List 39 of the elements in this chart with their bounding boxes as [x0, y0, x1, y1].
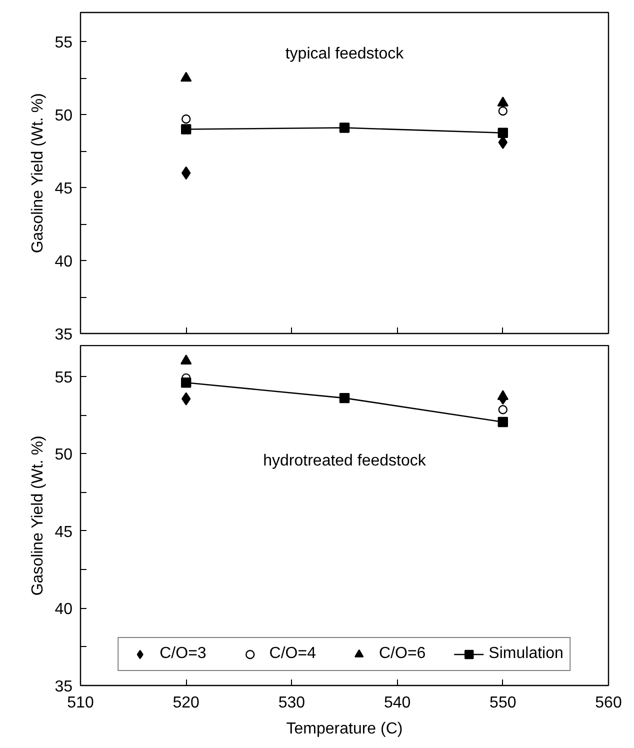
y-tick-label: 45 [54, 180, 73, 198]
x-tick-label: 530 [278, 694, 306, 712]
point [180, 354, 192, 364]
point [498, 416, 508, 428]
point [181, 124, 192, 134]
y-tick-label: 45 [54, 524, 73, 541]
x-tick-label: 550 [490, 694, 516, 712]
y-tick-label: 55 [54, 369, 73, 386]
point [498, 128, 508, 138]
x-axis-title: Temperature (C) [286, 720, 403, 738]
point [498, 405, 508, 414]
y-axis-title: Gasoline Yield (Wt. %) [30, 436, 47, 596]
annotation: typical feedstock [285, 46, 405, 63]
annotation: hydrotreated feedstock [263, 452, 427, 470]
y-tick-label: 50 [54, 108, 73, 125]
y-tick-label: 35 [54, 678, 73, 696]
point [497, 96, 508, 106]
point [181, 377, 192, 388]
y-tick-label: 55 [54, 34, 73, 52]
point [498, 106, 508, 116]
point [180, 72, 192, 82]
point [182, 114, 191, 124]
x-tick-label: 520 [172, 694, 200, 712]
point [339, 122, 350, 133]
legend-label: C/O=4 [269, 645, 316, 663]
x-tick-label: 540 [384, 694, 411, 712]
point [497, 390, 508, 400]
y-axis-title: Gasoline Yield (Wt. %) [30, 93, 47, 254]
legend-label: C/O=6 [378, 645, 426, 663]
legend-label: C/O=3 [160, 645, 206, 663]
y-tick-label: 40 [54, 254, 73, 271]
x-tick-label: 560 [595, 694, 622, 712]
legend-label: Simulation [488, 645, 564, 663]
y-tick-label: 50 [54, 446, 73, 464]
point [339, 392, 350, 404]
x-tick-label: 510 [67, 694, 94, 712]
point [182, 392, 191, 406]
y-tick-label: 35 [54, 326, 73, 344]
y-tick-label: 40 [54, 601, 73, 618]
